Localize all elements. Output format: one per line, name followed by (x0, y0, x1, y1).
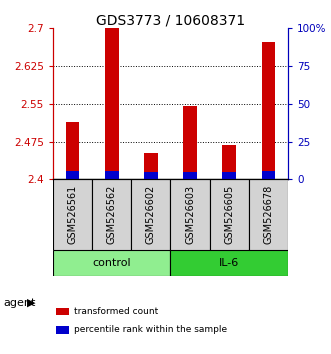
Bar (210, 179, 249, 250)
Bar (66, 171, 79, 179)
Text: IL-6: IL-6 (219, 258, 239, 268)
Bar (144, 153, 158, 179)
Text: GSM526603: GSM526603 (185, 185, 195, 244)
Text: GSM526678: GSM526678 (263, 185, 273, 244)
Text: GSM526605: GSM526605 (224, 185, 234, 244)
Bar (183, 172, 197, 179)
Bar (105, 171, 118, 179)
Bar (261, 171, 275, 179)
Bar (105, 28, 118, 179)
Bar (92, 179, 131, 250)
Bar (222, 145, 236, 179)
Bar (131, 179, 170, 250)
Bar (66, 122, 79, 179)
Bar (53, 250, 170, 276)
Text: control: control (92, 258, 131, 268)
Text: percentile rank within the sample: percentile rank within the sample (74, 325, 228, 335)
Text: GSM526561: GSM526561 (68, 185, 77, 244)
Bar (222, 172, 236, 179)
Bar (261, 42, 275, 179)
Bar (170, 250, 288, 276)
Text: agent: agent (3, 298, 36, 308)
Bar (183, 106, 197, 179)
Text: GSM526562: GSM526562 (107, 185, 117, 245)
Title: GDS3773 / 10608371: GDS3773 / 10608371 (96, 13, 245, 27)
Bar (249, 179, 288, 250)
Text: transformed count: transformed count (74, 307, 159, 316)
Bar (53, 179, 92, 250)
Bar (144, 172, 158, 179)
Text: ▶: ▶ (27, 298, 36, 308)
Text: GSM526602: GSM526602 (146, 185, 156, 244)
Bar (170, 179, 210, 250)
